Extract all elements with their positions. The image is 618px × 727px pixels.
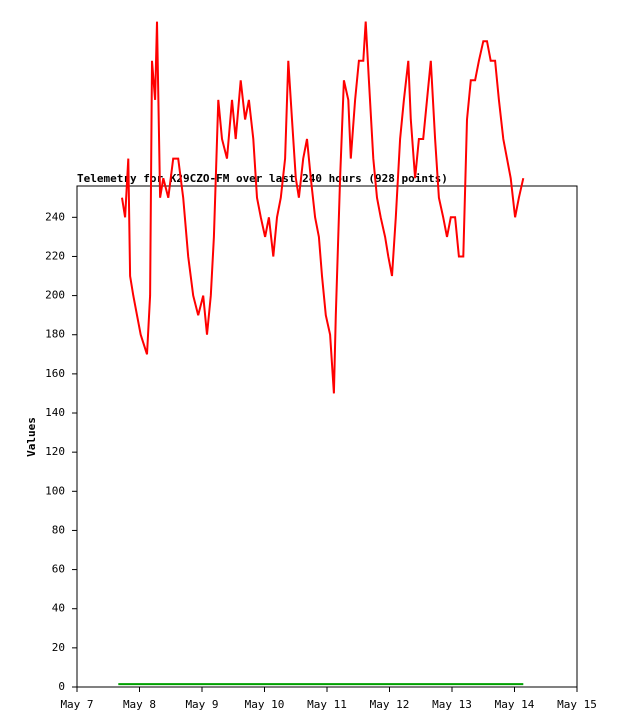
y-tick-label: 200 (45, 289, 65, 302)
x-tick-label: May 11 (307, 698, 347, 711)
x-tick-label: May 14 (495, 698, 535, 711)
plot-frame (76, 185, 578, 688)
x-tick-label: May 15 (557, 698, 597, 711)
chart-title: Telemetry for K29CZO-FM over last 240 ho… (77, 172, 448, 185)
data-line (121, 21, 525, 394)
y-tick-label: 20 (52, 641, 65, 654)
y-tick-label: 100 (45, 484, 65, 497)
x-tick-label: May 7 (60, 698, 93, 711)
x-tick-label: May 8 (123, 698, 156, 711)
x-tick-label: May 12 (370, 698, 410, 711)
y-axis-label: Values (25, 417, 38, 457)
x-tick-label: May 10 (245, 698, 285, 711)
y-tick-label: 140 (45, 406, 65, 419)
y-tick-label: 0 (58, 680, 65, 693)
y-tick-label: 80 (52, 523, 65, 536)
x-tick-label: May 9 (185, 698, 218, 711)
x-tick-label: May 13 (432, 698, 472, 711)
y-tick-label: 40 (52, 602, 65, 615)
y-tick-label: 120 (45, 445, 65, 458)
y-tick-label: 180 (45, 328, 65, 341)
y-tick-label: 60 (52, 563, 65, 576)
y-tick-label: 240 (45, 210, 65, 223)
y-tick-label: 160 (45, 367, 65, 380)
y-tick-label: 220 (45, 249, 65, 262)
